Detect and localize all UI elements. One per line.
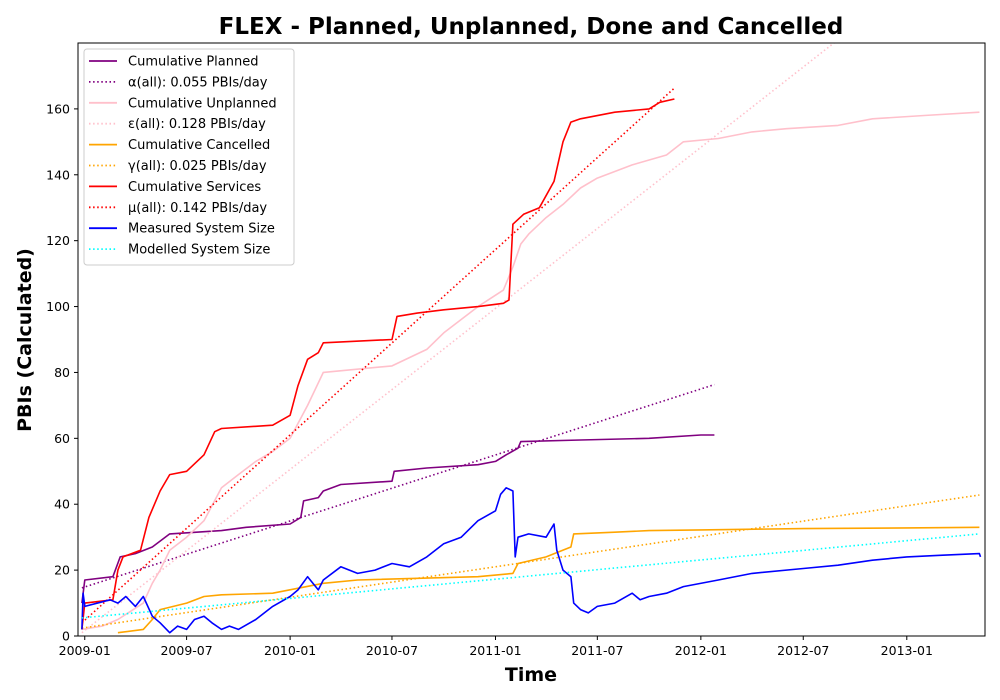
x-tick-label: 2013-01 <box>881 643 933 658</box>
x-tick-label: 2011-01 <box>469 643 521 658</box>
y-tick-label: 80 <box>54 365 70 380</box>
x-tick-label: 2009-01 <box>59 643 111 658</box>
legend-box <box>83 48 295 266</box>
legend-label: Measured System Size <box>128 222 275 237</box>
chart-title: FLEX - Planned, Unplanned, Done and Canc… <box>219 14 844 40</box>
legend-label: α(all): 0.055 PBIs/day <box>128 75 268 90</box>
legend-label: Cumulative Services <box>128 180 261 195</box>
legend-label: μ(all): 0.142 PBIs/day <box>128 201 267 216</box>
x-axis-label: Time <box>505 664 557 686</box>
y-tick-label: 100 <box>46 299 70 314</box>
y-tick-label: 40 <box>54 497 70 512</box>
y-tick-label: 140 <box>46 167 70 182</box>
legend-label: γ(all): 0.025 PBIs/day <box>128 159 267 174</box>
series-line-all-0-142-pbis-day <box>81 87 675 624</box>
x-tick-label: 2012-07 <box>777 643 829 658</box>
legend-label: Cumulative Unplanned <box>128 96 277 111</box>
y-axis-ticks: 0 20 40 60 80 100 120 140 160 <box>46 101 78 644</box>
x-tick-label: 2012-01 <box>675 643 727 658</box>
series-line-cumulative-cancelled <box>117 526 980 634</box>
y-tick-label: 120 <box>46 233 70 248</box>
y-tick-label: 20 <box>54 563 70 578</box>
x-tick-label: 2009-07 <box>160 643 212 658</box>
x-tick-label: 2010-07 <box>366 643 418 658</box>
x-tick-label: 2010-01 <box>264 643 316 658</box>
y-axis-label: PBIs (Calculated) <box>14 248 36 432</box>
series-line-modelled-system-size <box>81 533 980 619</box>
series-line-all-0-055-pbis-day <box>81 383 715 589</box>
x-axis-ticks: 2009-01 2009-07 2010-01 2010-07 2011-01 2011-… <box>59 636 933 658</box>
y-tick-label: 60 <box>54 431 70 446</box>
legend-label: Cumulative Planned <box>128 55 258 70</box>
x-tick-label: 2011-07 <box>571 643 623 658</box>
series-line-all-0-128-pbis-day <box>81 43 836 634</box>
y-tick-label: 160 <box>46 101 70 116</box>
legend-label: ε(all): 0.128 PBIs/day <box>128 117 266 132</box>
legend-label: Modelled System Size <box>128 243 270 258</box>
series-line-cumulative-planned <box>81 434 715 604</box>
series-line-cumulative-services <box>81 98 675 630</box>
plot-area <box>81 43 982 634</box>
series-line-measured-system-size <box>81 487 982 634</box>
plot-frame <box>77 42 986 637</box>
legend-label: Cumulative Cancelled <box>128 138 270 153</box>
legend: Cumulative Planned α(all): 0.055 PBIs/day… <box>83 48 295 266</box>
y-tick-label: 0 <box>62 629 70 644</box>
